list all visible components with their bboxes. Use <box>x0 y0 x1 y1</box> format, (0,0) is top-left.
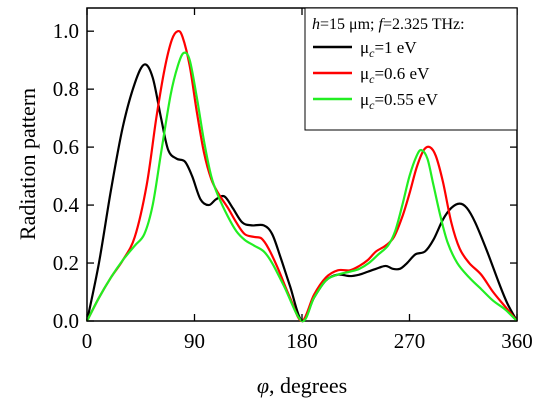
x-axis-label-text: , degrees <box>269 373 347 398</box>
x-tick-label: 90 <box>184 329 205 353</box>
y-axis-label: Radiation pattern <box>15 88 40 240</box>
legend-title-f-value: =2.325 THz: <box>383 16 465 33</box>
legend-title-f: f <box>379 16 386 33</box>
y-axis-ticks: 0.0 0.2 0.4 0.6 0.8 1.0 <box>53 19 517 333</box>
legend-box <box>304 7 518 131</box>
legend-entries: μc=1 eV μc=0.6 eV μc=0.55 eV <box>313 38 439 112</box>
x-axis-label: φ, degrees <box>257 373 347 398</box>
y-tick-label: 0.4 <box>53 193 80 217</box>
legend-entry-1: μc=1 eV <box>313 38 417 60</box>
x-axis-ticks: 0 90 180 270 360 <box>82 8 533 353</box>
legend-title-h-value: =15 μm; <box>320 16 379 33</box>
legend-entry-2: μc=0.6 eV <box>313 64 430 86</box>
x-tick-label: 360 <box>501 329 533 353</box>
y-tick-label: 0.2 <box>53 251 79 275</box>
x-tick-label: 180 <box>286 329 318 353</box>
legend-entry-3: μc=0.55 eV <box>313 90 439 112</box>
legend-label: μc=1 eV <box>360 38 417 60</box>
x-tick-label: 270 <box>394 329 426 353</box>
x-axis-label-symbol: φ <box>257 373 269 398</box>
x-tick-label: 0 <box>82 329 93 353</box>
legend-title-h: h <box>312 16 320 33</box>
y-tick-label: 0.6 <box>53 135 79 159</box>
y-tick-label: 1.0 <box>53 19 79 43</box>
y-tick-label: 0.8 <box>53 77 79 101</box>
y-tick-label: 0.0 <box>53 309 79 333</box>
legend-title: h=15 μm; f=2.325 THz: <box>312 16 465 33</box>
legend-label: μc=0.6 eV <box>360 64 430 86</box>
legend-label: μc=0.55 eV <box>360 90 439 112</box>
